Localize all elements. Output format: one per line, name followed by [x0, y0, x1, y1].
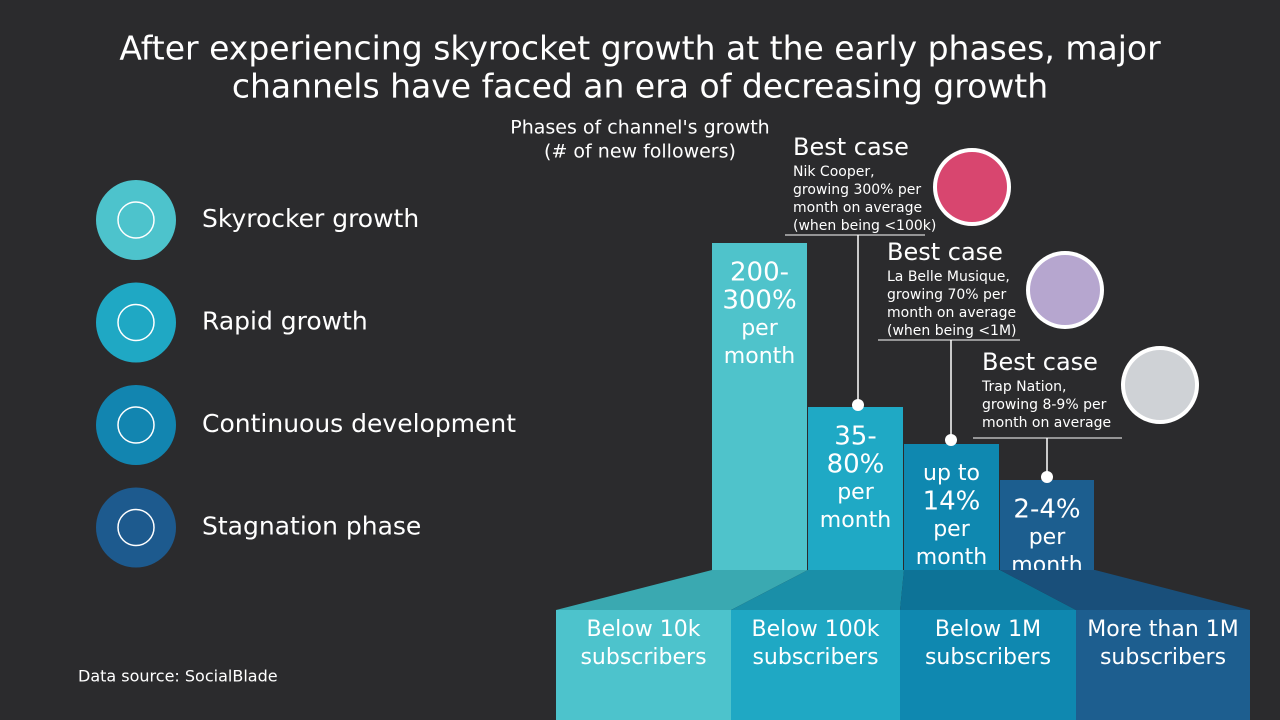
- bar-label: per: [933, 517, 971, 542]
- callout-text: (when being <100k): [793, 218, 936, 234]
- callout-text: month on average: [887, 305, 1016, 321]
- bar-label: 80%: [827, 450, 885, 480]
- base-label: Below 10k: [587, 617, 701, 642]
- phase-label: Rapid growth: [202, 307, 368, 336]
- callout-title: Best case: [982, 348, 1098, 376]
- callout-title: Best case: [793, 133, 909, 161]
- bar-label: 2-4%: [1013, 495, 1080, 525]
- bar-label: up to: [923, 461, 980, 486]
- phase-label: Stagnation phase: [202, 512, 421, 541]
- base: [731, 610, 900, 720]
- bar-label: month: [916, 545, 987, 570]
- phase-icon: [96, 385, 176, 465]
- phase-label: Skyrocker growth: [202, 204, 419, 233]
- callout-text: growing 300% per: [793, 182, 921, 198]
- bar-label: 200-: [730, 258, 789, 288]
- bar: [904, 444, 999, 570]
- base-label: subscribers: [925, 645, 1051, 670]
- phase-icon: [96, 180, 176, 260]
- base-slope: [556, 570, 808, 610]
- phase-icon: [96, 487, 176, 568]
- bar-label: month: [820, 508, 891, 533]
- callout-text: month on average: [982, 415, 1111, 431]
- base: [1076, 610, 1250, 720]
- bar-label: per: [837, 480, 875, 505]
- base: [900, 610, 1076, 720]
- source: Data source: SocialBlade: [78, 667, 278, 686]
- channel-logo-inner: [937, 152, 1007, 222]
- base-label: Below 1M: [935, 617, 1041, 642]
- base-label: subscribers: [580, 645, 706, 670]
- title: After experiencing skyrocket growth at t…: [119, 29, 1161, 68]
- base-slope: [1000, 570, 1250, 610]
- base-label: Below 100k: [752, 617, 880, 642]
- base-label: More than 1M: [1087, 617, 1239, 642]
- base-slope: [900, 570, 1076, 610]
- bar-label: month: [724, 344, 795, 369]
- subtitle: (# of new followers): [544, 141, 736, 163]
- phase-icon-ring: [117, 303, 155, 342]
- bar-label: 14%: [923, 487, 981, 517]
- callout-text: La Belle Musique,: [887, 269, 1010, 285]
- bar-label: per: [1029, 525, 1067, 550]
- channel-logo-inner: [1030, 255, 1100, 325]
- bar: [1000, 480, 1094, 570]
- callout-title: Best case: [887, 238, 1003, 266]
- bar-label: 300%: [722, 286, 796, 316]
- callout-text: Nik Cooper,: [793, 164, 875, 180]
- phase-icon: [96, 282, 176, 363]
- callout-text: growing 8-9% per: [982, 397, 1107, 413]
- phase-icon-ring: [117, 508, 155, 547]
- phase-icon-ring: [117, 201, 155, 239]
- callout-dot: [945, 434, 957, 446]
- title: channels have faced an era of decreasing…: [232, 67, 1048, 106]
- callout-dot: [1041, 471, 1053, 483]
- callout-text: (when being <1M): [887, 323, 1017, 339]
- phase-icon-ring: [117, 406, 155, 444]
- bar-label: 35-: [834, 422, 876, 452]
- base-slope: [731, 570, 904, 610]
- phase-label: Continuous development: [202, 409, 516, 438]
- base-label: subscribers: [752, 645, 878, 670]
- bar: [808, 407, 903, 570]
- bar-label: per: [741, 316, 779, 341]
- base: [556, 610, 731, 720]
- callout-text: growing 70% per: [887, 287, 1007, 303]
- subtitle: Phases of channel's growth: [510, 117, 769, 139]
- callout-dot: [852, 399, 864, 411]
- callout-text: Trap Nation,: [981, 379, 1067, 395]
- base-label: subscribers: [1100, 645, 1226, 670]
- channel-logo-inner: [1125, 350, 1195, 420]
- callout-text: month on average: [793, 200, 922, 216]
- bar: [712, 243, 807, 570]
